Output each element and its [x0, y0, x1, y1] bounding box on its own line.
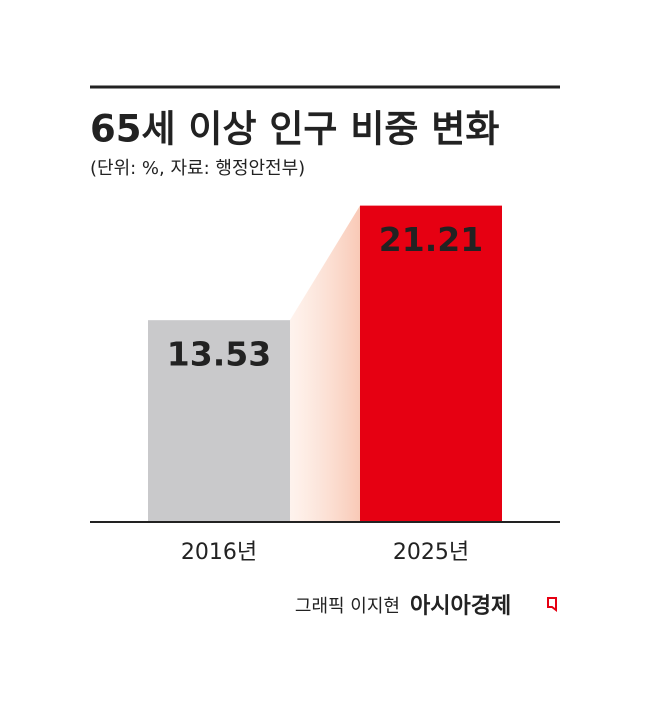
chart-title: 65세 이상 인구 비중 변화 — [90, 108, 499, 151]
connector — [290, 205, 360, 522]
x-tick-label: 2016년 — [181, 540, 257, 565]
bar — [148, 320, 290, 522]
bar — [360, 205, 502, 522]
x-tick-label: 2025년 — [393, 540, 469, 565]
brand: 아시아경제 — [410, 594, 511, 619]
value-label: 13.53 — [167, 335, 271, 374]
plot-area: 13.53 2016년 21.21 2025년 — [148, 205, 502, 565]
chart-subtitle: (단위: %, 자료: 행정안전부) — [90, 158, 305, 179]
value-label: 21.21 — [379, 220, 483, 259]
credit: 그래픽 이지현 — [295, 596, 400, 617]
brand-icon — [547, 597, 557, 612]
